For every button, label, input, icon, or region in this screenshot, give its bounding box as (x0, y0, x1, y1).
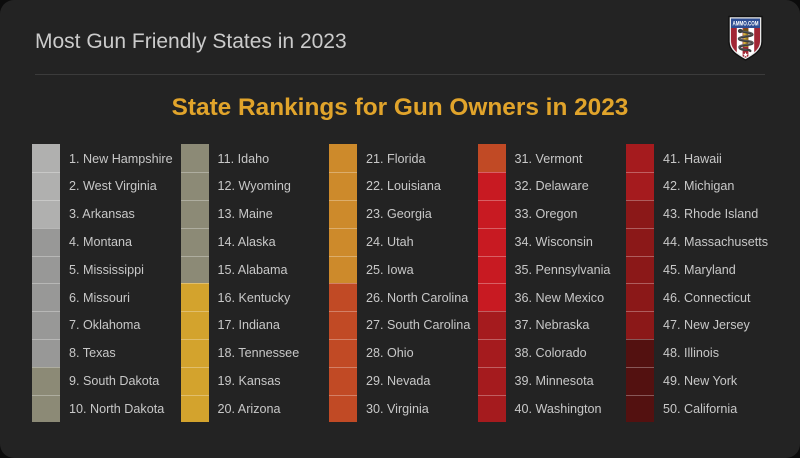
svg-text:AMMO.COM: AMMO.COM (733, 21, 759, 28)
